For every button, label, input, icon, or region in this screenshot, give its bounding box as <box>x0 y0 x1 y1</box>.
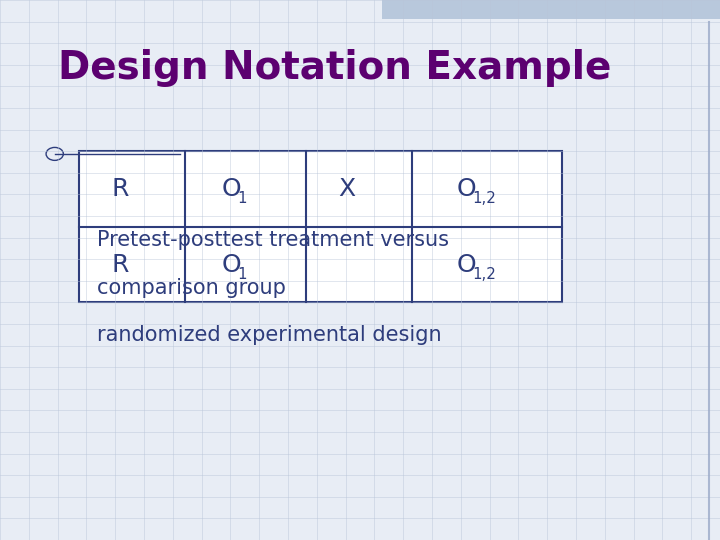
Text: comparison group: comparison group <box>97 278 286 298</box>
Text: O: O <box>457 177 477 201</box>
Text: Design Notation Example: Design Notation Example <box>58 49 611 86</box>
Text: O: O <box>222 253 241 276</box>
Bar <box>382 0 720 19</box>
Text: randomized experimental design: randomized experimental design <box>97 325 442 346</box>
Text: 1: 1 <box>238 267 247 282</box>
Text: R: R <box>111 253 128 276</box>
Text: O: O <box>457 253 477 276</box>
Text: X: X <box>338 177 355 201</box>
Text: 1,2: 1,2 <box>473 267 497 282</box>
Text: Pretest-posttest treatment versus: Pretest-posttest treatment versus <box>97 230 449 251</box>
Text: 1: 1 <box>238 191 247 206</box>
Bar <box>79 151 562 302</box>
Text: O: O <box>222 177 241 201</box>
Text: 1,2: 1,2 <box>473 191 497 206</box>
Text: R: R <box>111 177 128 201</box>
